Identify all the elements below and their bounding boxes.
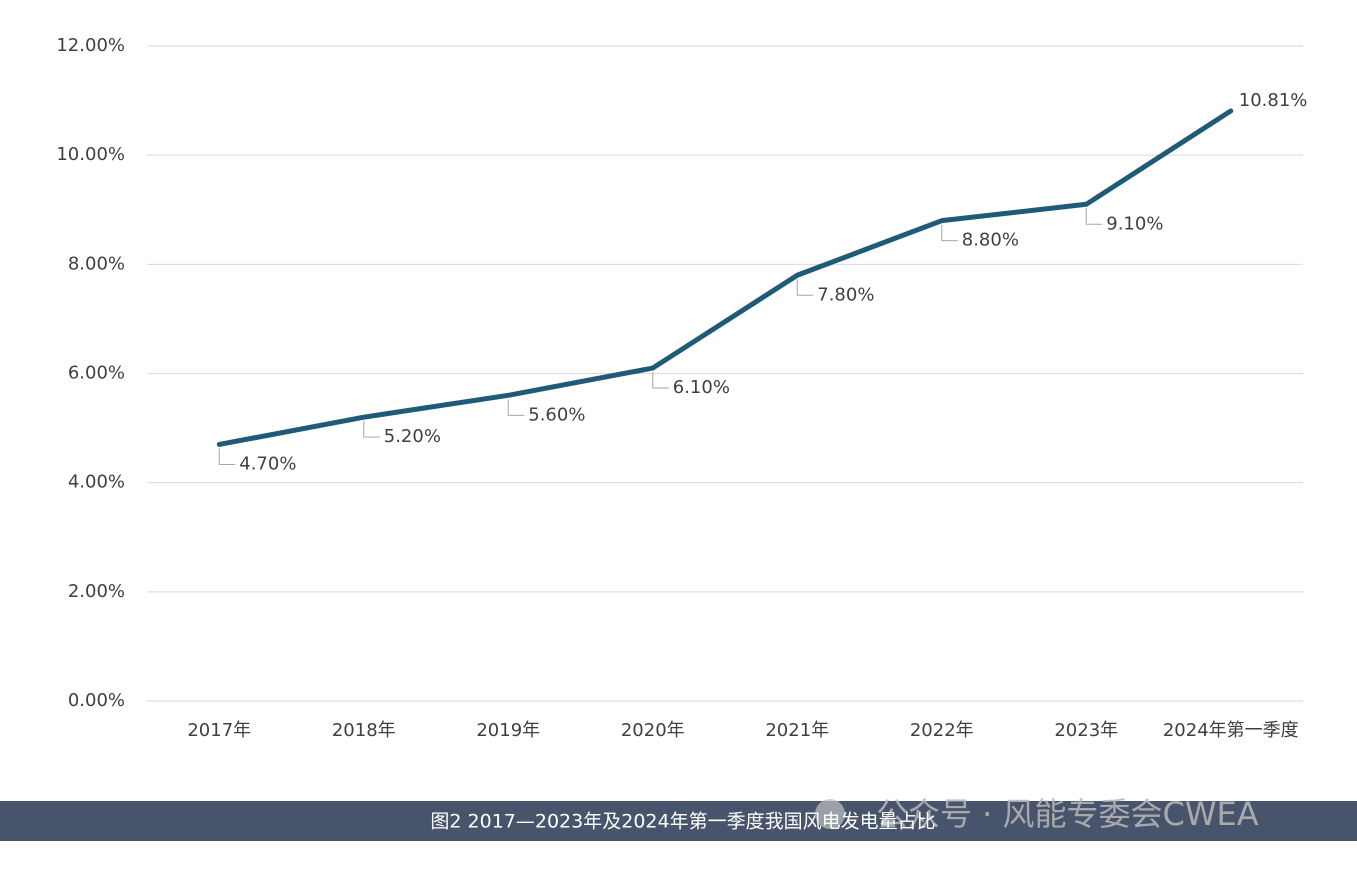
leader-line xyxy=(652,372,669,389)
watermark-icon xyxy=(815,799,845,829)
y-tick-label: 4.00% xyxy=(68,472,125,493)
leader-line xyxy=(363,421,380,438)
data-label: 9.10% xyxy=(1106,213,1163,234)
x-tick-label: 2021年 xyxy=(765,720,829,741)
data-label: 7.80% xyxy=(817,284,874,305)
data-label: 8.80% xyxy=(962,230,1019,251)
caption-bar xyxy=(0,801,1357,841)
y-tick-label: 12.00% xyxy=(56,35,125,56)
x-tick-label: 2023年 xyxy=(1054,720,1118,741)
watermark: 公众号 · 风能专委会CWEA xyxy=(876,795,1259,833)
line xyxy=(216,108,1234,447)
y-tick-label: 10.00% xyxy=(56,144,125,165)
leader-line xyxy=(941,224,958,242)
data-label: 5.20% xyxy=(384,426,441,447)
leader-line xyxy=(218,448,236,465)
x-tick-label: 2024年第一季度 xyxy=(1163,720,1299,741)
x-tick-label: 2018年 xyxy=(332,720,396,741)
leader-line xyxy=(796,279,814,296)
x-tick-label: 2022年 xyxy=(910,720,974,741)
y-tick-label: 8.00% xyxy=(68,253,125,274)
leader-line xyxy=(507,399,525,416)
x-tick-label: 2017年 xyxy=(187,720,251,741)
data-label: 4.70% xyxy=(239,453,296,474)
caption: 图2 2017—2023年及2024年第一季度我国风电发电量占比 xyxy=(430,811,935,833)
y-tick-label: 6.00% xyxy=(68,363,125,384)
y-tick-label: 0.00% xyxy=(68,690,125,711)
data-label: 6.10% xyxy=(673,377,730,398)
x-tick-label: 2019年 xyxy=(476,720,540,741)
leader-line xyxy=(1085,208,1103,225)
data-label: 10.81% xyxy=(1239,90,1308,111)
x-tick-label: 2020年 xyxy=(621,720,685,741)
y-tick-label: 2.00% xyxy=(68,581,125,602)
data-label: 5.60% xyxy=(528,404,585,425)
